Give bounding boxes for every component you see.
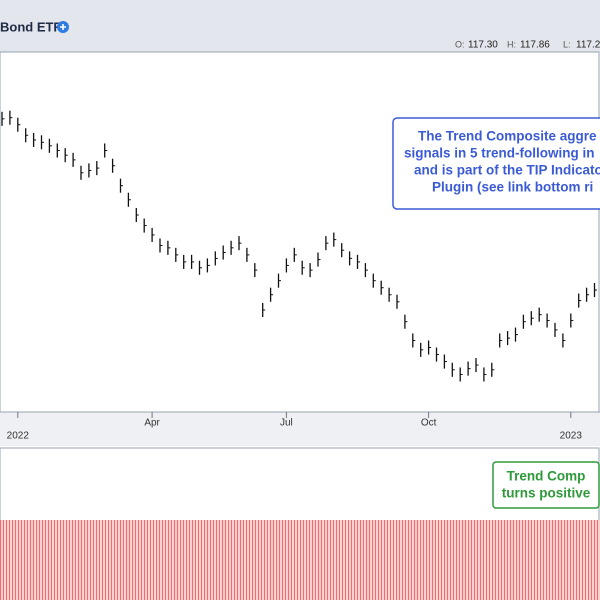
annotation-text: Plugin (see link bottom ri [432, 180, 593, 195]
signal-text: Trend Comp [507, 469, 586, 484]
x-tick-label: 2022 [7, 431, 30, 442]
trend-composite-bars [0, 520, 600, 600]
price-panel [0, 51, 600, 413]
ohlc-label: O: [455, 39, 465, 49]
header-bar [0, 0, 600, 52]
ohlc-label: H: [507, 39, 516, 49]
ohlc-value: 117.30 [468, 40, 498, 51]
x-tick-label: Apr [144, 418, 160, 429]
x-axis-area [0, 412, 600, 446]
chart-title: Bond ETF [0, 19, 61, 34]
annotation-text: signals in 5 trend-following in [404, 146, 595, 161]
add-button[interactable] [57, 21, 69, 33]
signal-text: turns positive [502, 486, 591, 501]
annotation-text: and is part of the TIP Indicato [414, 163, 600, 178]
x-tick-label: 2023 [560, 431, 583, 442]
signal-box [492, 461, 600, 509]
x-tick-label: Oct [421, 418, 437, 429]
annotation-box [392, 117, 600, 210]
ohlc-label: L: [563, 39, 571, 49]
x-tick-label: Jul [280, 418, 293, 429]
annotation-text: The Trend Composite aggre [418, 129, 597, 144]
ohlc-value: 117.2 [576, 40, 600, 51]
ohlc-value: 117.86 [520, 40, 550, 51]
